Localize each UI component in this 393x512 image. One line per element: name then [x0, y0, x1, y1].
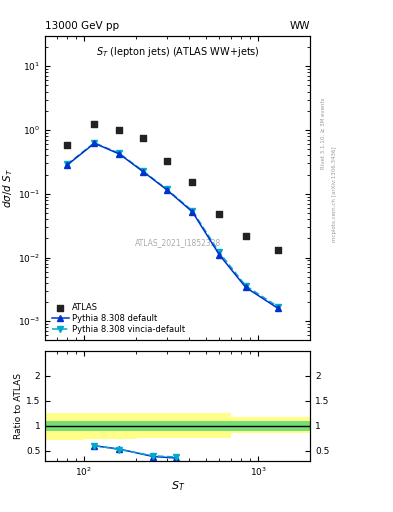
- Pythia 8.308 default: [275, 305, 280, 311]
- Text: ATLAS_2021_I1852328: ATLAS_2021_I1852328: [135, 239, 221, 247]
- Pythia 8.308 default: [64, 162, 69, 168]
- Text: WW: WW: [290, 22, 310, 31]
- Y-axis label: $d\sigma/d\ S_T$: $d\sigma/d\ S_T$: [2, 168, 15, 208]
- Text: 13000 GeV pp: 13000 GeV pp: [45, 22, 119, 31]
- Legend: ATLAS, Pythia 8.308 default, Pythia 8.308 vincia-default: ATLAS, Pythia 8.308 default, Pythia 8.30…: [48, 300, 188, 337]
- Text: $S_T$ (lepton jets) (ATLAS WW+jets): $S_T$ (lepton jets) (ATLAS WW+jets): [96, 45, 260, 59]
- Pythia 8.308 vincia-default: [117, 151, 122, 157]
- Pythia 8.308 vincia-default: [64, 161, 69, 167]
- Pythia 8.308 default: [190, 209, 195, 215]
- Pythia 8.308 vincia-default: [217, 249, 222, 255]
- Pythia 8.308 vincia-default: [165, 186, 169, 193]
- Line: Pythia 8.308 default: Pythia 8.308 default: [64, 140, 281, 311]
- ATLAS: [275, 246, 281, 254]
- Text: mcplots.cern.ch [arXiv:1306.3436]: mcplots.cern.ch [arXiv:1306.3436]: [332, 147, 337, 242]
- Pythia 8.308 vincia-default: [92, 140, 97, 146]
- Pythia 8.308 default: [92, 140, 97, 146]
- Pythia 8.308 default: [243, 284, 248, 290]
- Pythia 8.308 vincia-default: [275, 304, 280, 310]
- Pythia 8.308 default: [217, 252, 222, 258]
- Pythia 8.308 vincia-default: [141, 168, 146, 175]
- Pythia 8.308 default: [141, 169, 146, 175]
- Pythia 8.308 default: [117, 151, 122, 157]
- ATLAS: [116, 126, 123, 134]
- X-axis label: $S_T$: $S_T$: [171, 479, 185, 493]
- ATLAS: [64, 141, 70, 149]
- Pythia 8.308 default: [165, 187, 169, 193]
- ATLAS: [140, 134, 147, 142]
- Text: Rivet 3.1.10, ≥ 3M events: Rivet 3.1.10, ≥ 3M events: [320, 97, 325, 169]
- ATLAS: [242, 231, 249, 240]
- Pythia 8.308 vincia-default: [243, 283, 248, 289]
- ATLAS: [164, 157, 170, 165]
- ATLAS: [216, 210, 222, 218]
- Y-axis label: Ratio to ATLAS: Ratio to ATLAS: [14, 373, 23, 439]
- ATLAS: [189, 178, 196, 186]
- ATLAS: [91, 120, 97, 128]
- Line: Pythia 8.308 vincia-default: Pythia 8.308 vincia-default: [64, 140, 281, 310]
- Pythia 8.308 vincia-default: [190, 208, 195, 214]
